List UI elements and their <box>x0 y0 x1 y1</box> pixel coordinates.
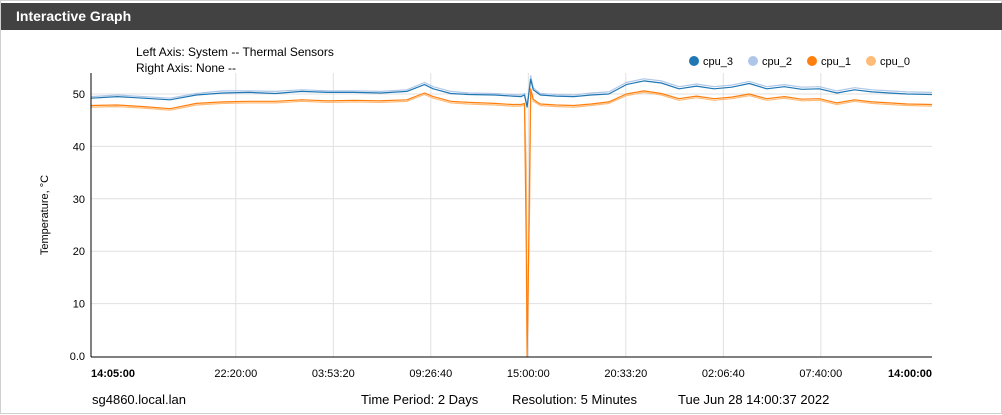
host-name: sg4860.local.lan <box>92 392 186 407</box>
series-line-cpu_0 <box>90 90 933 357</box>
legend-swatch <box>689 56 699 66</box>
legend-label: cpu_1 <box>821 56 851 68</box>
y-tick-label: 30 <box>73 194 85 206</box>
y-tick-label: 0.0 <box>70 351 85 363</box>
legend-swatch <box>748 56 758 66</box>
legend-swatch <box>807 56 817 66</box>
legend-item-cpu_2[interactable]: cpu_2 <box>748 56 792 68</box>
y-axis-title: Temperature, °C <box>39 175 51 255</box>
time-period: Time Period: 2 Days <box>361 392 479 407</box>
axis-layer: Temperature, °C <box>39 73 92 357</box>
legend-item-cpu_1[interactable]: cpu_1 <box>807 56 851 68</box>
series-line-cpu_1 <box>90 88 933 357</box>
tick-layer: 0.0 10 20 30 40 50 14:05:00 22:20:00 03:53:20 09:… <box>70 89 932 380</box>
x-tick-label: 14:00:00 <box>888 368 932 380</box>
legend-item-cpu_0[interactable]: cpu_0 <box>866 56 910 68</box>
x-tick-label: 07:40:00 <box>799 368 842 380</box>
x-tick-label: 22:20:00 <box>214 368 257 380</box>
y-tick-label: 50 <box>73 89 85 101</box>
resolution: Resolution: 5 Minutes <box>512 392 638 407</box>
legend-label: cpu_0 <box>880 56 910 68</box>
right-axis-info: Right Axis: None -- <box>136 61 237 75</box>
y-tick-label: 10 <box>73 299 85 311</box>
panel-header: Interactive Graph <box>1 3 1002 30</box>
y-tick-label: 20 <box>73 246 85 258</box>
x-tick-label: 03:53:20 <box>312 368 355 380</box>
x-tick-label: 15:00:00 <box>507 368 550 380</box>
legend-item-cpu_3[interactable]: cpu_3 <box>689 56 733 68</box>
y-tick-label: 40 <box>73 141 85 153</box>
x-tick-label: 09:26:40 <box>409 368 452 380</box>
legend-label: cpu_2 <box>762 56 792 68</box>
x-tick-label: 02:06:40 <box>702 368 745 380</box>
grid-layer <box>91 73 932 357</box>
legend[interactable]: cpu_3 cpu_2 cpu_1 cpu_0 <box>689 56 910 68</box>
series-layer <box>90 75 933 357</box>
series-line-cpu_2 <box>90 75 933 107</box>
series-line-cpu_3 <box>90 78 933 108</box>
left-axis-info: Left Axis: System -- Thermal Sensors <box>136 45 334 59</box>
panel-title: Interactive Graph <box>16 8 132 24</box>
legend-label: cpu_3 <box>703 56 733 68</box>
x-tick-label: 14:05:00 <box>91 368 135 380</box>
timestamp: Tue Jun 28 14:00:37 2022 <box>678 392 830 407</box>
x-tick-label: 20:33:20 <box>604 368 647 380</box>
legend-swatch <box>866 56 876 66</box>
